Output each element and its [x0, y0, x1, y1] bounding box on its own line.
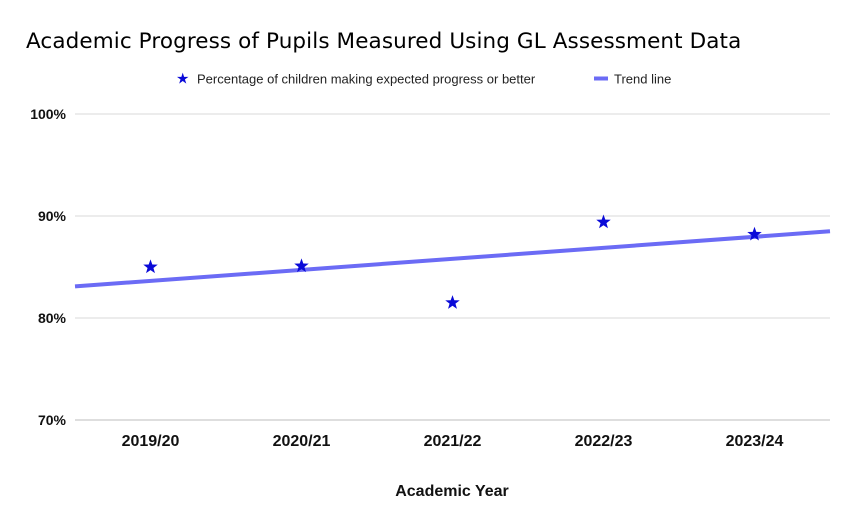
trend-line-group [74, 229, 831, 289]
data-point-star [596, 214, 611, 229]
x-axis-title: Academic Year [395, 483, 509, 500]
y-axis-ticks: 100% 90% 80% 70% [30, 106, 66, 428]
chart-title: Academic Progress of Pupils Measured Usi… [26, 29, 741, 54]
legend-label-series: Percentage of children making expected p… [197, 72, 536, 87]
x-tick-label: 2019/20 [122, 433, 180, 450]
x-tick-label: 2023/24 [726, 433, 784, 450]
y-tick-label: 80% [38, 310, 67, 326]
data-point-star [294, 258, 309, 273]
trend-line [74, 229, 831, 289]
gridlines [75, 113, 830, 421]
data-point-star [747, 226, 762, 241]
x-tick-label: 2020/21 [273, 433, 331, 450]
legend-item-series: ★ Percentage of children making expected… [176, 71, 536, 88]
x-axis-ticks: 2019/20 2020/21 2021/22 2022/23 2023/24 [122, 433, 784, 450]
legend-label-trend: Trend line [614, 72, 671, 87]
y-tick-label: 70% [38, 412, 67, 428]
x-tick-label: 2021/22 [424, 433, 482, 450]
legend-item-trend: Trend line [594, 72, 671, 87]
data-point-star [143, 259, 158, 274]
data-point-star [445, 295, 460, 309]
x-tick-label: 2022/23 [575, 433, 633, 450]
y-tick-label: 100% [30, 106, 66, 122]
y-tick-label: 90% [38, 208, 67, 224]
legend-star-icon: ★ [176, 71, 189, 88]
legend: ★ Percentage of children making expected… [176, 71, 671, 88]
data-points [143, 214, 762, 309]
